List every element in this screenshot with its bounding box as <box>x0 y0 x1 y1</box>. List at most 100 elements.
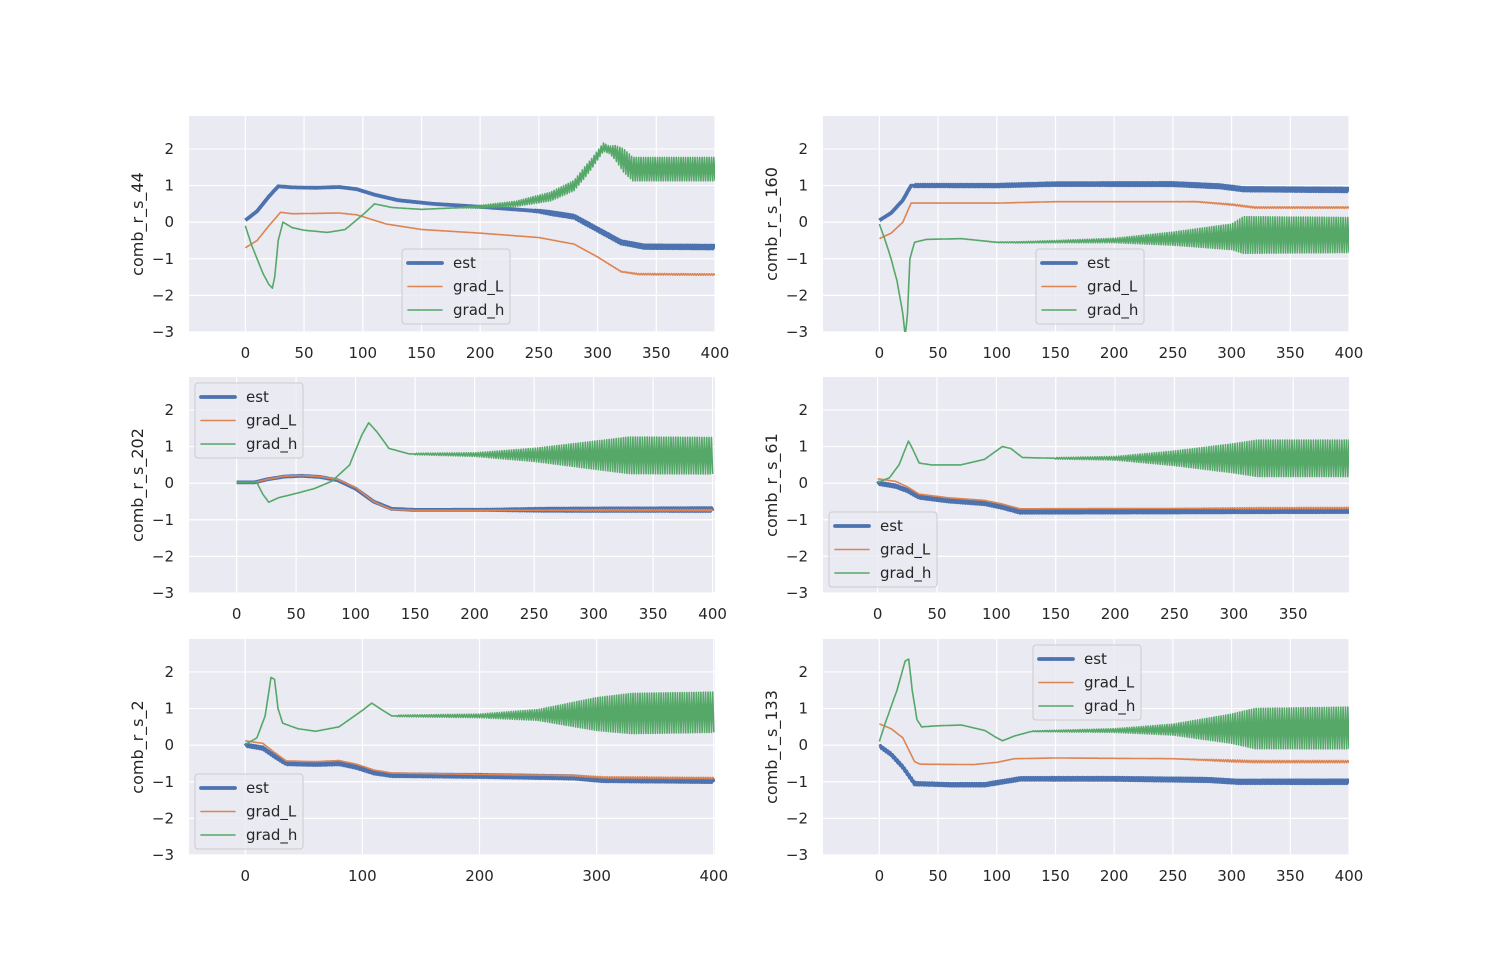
x-tick-label: 50 <box>287 605 306 623</box>
x-tick-label: 0 <box>232 605 242 623</box>
y-tick-label: −3 <box>786 584 808 602</box>
x-tick-label: 0 <box>875 867 885 885</box>
x-tick-label: 400 <box>1335 344 1364 362</box>
legend-label: grad_L <box>1087 278 1138 297</box>
x-tick-label: 400 <box>701 344 730 362</box>
y-axis-label: comb_r_s_202 <box>128 428 148 542</box>
x-tick-label: 200 <box>1100 344 1129 362</box>
y-tick-label: −1 <box>786 250 808 268</box>
y-tick-label: 0 <box>798 213 808 231</box>
legend-label: est <box>453 254 476 272</box>
series-line-grad_h <box>244 676 715 746</box>
series-line-grad_L <box>879 200 1349 240</box>
y-tick-label: 1 <box>798 438 808 456</box>
legend-label: grad_h <box>1084 697 1135 716</box>
x-tick-label: 150 <box>1041 867 1070 885</box>
series-line-grad_L <box>877 478 1349 510</box>
x-tick-label: 250 <box>1159 867 1188 885</box>
y-axis-label: comb_r_s_133 <box>762 690 782 804</box>
x-tick-label: 200 <box>465 867 494 885</box>
y-tick-label: −1 <box>152 773 174 791</box>
x-tick-label: 300 <box>579 605 608 623</box>
x-tick-label: 50 <box>929 344 948 362</box>
legend: est grad_L grad_h <box>194 382 304 459</box>
x-tick-label: 250 <box>1160 605 1189 623</box>
x-tick-label: 300 <box>1217 867 1246 885</box>
y-tick-label: −1 <box>786 773 808 791</box>
series-line-grad_L <box>245 740 715 780</box>
x-tick-label: 200 <box>1101 605 1130 623</box>
y-tick-label: −2 <box>786 809 808 827</box>
x-tick-label: 150 <box>1041 344 1070 362</box>
series-line-est <box>243 742 715 784</box>
series-line-grad_L <box>879 723 1349 766</box>
legend-label: grad_L <box>1084 674 1135 693</box>
y-tick-label: −1 <box>152 511 174 529</box>
series-line-est <box>878 181 1349 222</box>
x-tick-label: 100 <box>348 344 377 362</box>
legend-frame <box>828 511 938 588</box>
legend-label: grad_L <box>453 278 504 297</box>
x-tick-label: 200 <box>466 344 495 362</box>
legend-label: grad_h <box>453 301 504 320</box>
x-tick-label: 350 <box>639 605 668 623</box>
y-tick-label: 0 <box>798 736 808 754</box>
y-tick-label: −2 <box>152 547 174 565</box>
legend-frame <box>1032 644 1142 721</box>
subplot-comb_r_s_44: 0 50 100 150 200 250 300 350 400 −3 −2 −1 0 1 2 comb_r_… <box>128 116 729 362</box>
x-tick-label: 300 <box>582 867 611 885</box>
legend-label: est <box>1084 650 1107 668</box>
x-tick-label: 100 <box>982 344 1011 362</box>
x-tick-label: 250 <box>1159 344 1188 362</box>
y-tick-label: 1 <box>798 700 808 718</box>
legend-label: grad_h <box>246 826 297 845</box>
subplot-comb_r_s_160: 0 50 100 150 200 250 300 350 400 −3 −2 −1 0 1 2 comb_r_… <box>762 116 1363 362</box>
legend: est grad_L grad_h <box>194 773 304 850</box>
legend-label: est <box>246 779 269 797</box>
legend-label: grad_L <box>880 541 931 560</box>
y-tick-label: 0 <box>798 474 808 492</box>
x-tick-label: 400 <box>700 867 729 885</box>
y-axis-label: comb_r_s_44 <box>128 172 148 276</box>
y-axis-label: comb_r_s_2 <box>128 700 148 793</box>
y-tick-label: 1 <box>164 438 174 456</box>
y-tick-label: 0 <box>164 736 174 754</box>
x-tick-label: 150 <box>401 605 430 623</box>
series-line-grad_L <box>236 474 714 512</box>
x-tick-label: 350 <box>1276 344 1305 362</box>
legend: est grad_L grad_h <box>401 248 511 325</box>
legend-frame <box>401 248 511 325</box>
x-tick-label: 0 <box>240 867 250 885</box>
legend-frame <box>194 773 304 850</box>
x-tick-label: 200 <box>1100 867 1129 885</box>
y-axis-label: comb_r_s_61 <box>762 433 782 537</box>
y-axis-label: comb_r_s_160 <box>762 167 782 281</box>
x-tick-label: 250 <box>525 344 554 362</box>
legend-label: grad_h <box>880 564 931 583</box>
series-line-grad_h <box>244 142 715 289</box>
y-tick-label: 2 <box>798 401 808 419</box>
y-tick-label: −3 <box>786 846 808 864</box>
x-tick-label: 0 <box>873 605 883 623</box>
legend-label: grad_L <box>246 412 297 431</box>
y-tick-label: 1 <box>164 700 174 718</box>
y-tick-label: −2 <box>152 809 174 827</box>
series-line-grad_h <box>878 658 1349 750</box>
x-tick-label: 350 <box>1276 867 1305 885</box>
y-tick-label: −3 <box>152 584 174 602</box>
x-tick-label: 300 <box>1217 344 1246 362</box>
x-tick-label: 50 <box>295 344 314 362</box>
y-tick-label: 2 <box>164 401 174 419</box>
y-tick-label: −3 <box>786 323 808 341</box>
y-tick-label: −3 <box>152 323 174 341</box>
x-tick-label: 0 <box>875 344 885 362</box>
y-tick-label: −2 <box>786 286 808 304</box>
x-tick-label: 300 <box>583 344 612 362</box>
x-tick-label: 150 <box>1041 605 1070 623</box>
x-tick-label: 0 <box>241 344 251 362</box>
x-tick-label: 400 <box>698 605 727 623</box>
y-tick-label: −2 <box>152 286 174 304</box>
legend-label: est <box>246 388 269 406</box>
series-line-est <box>878 744 1349 788</box>
x-tick-label: 350 <box>1279 605 1308 623</box>
